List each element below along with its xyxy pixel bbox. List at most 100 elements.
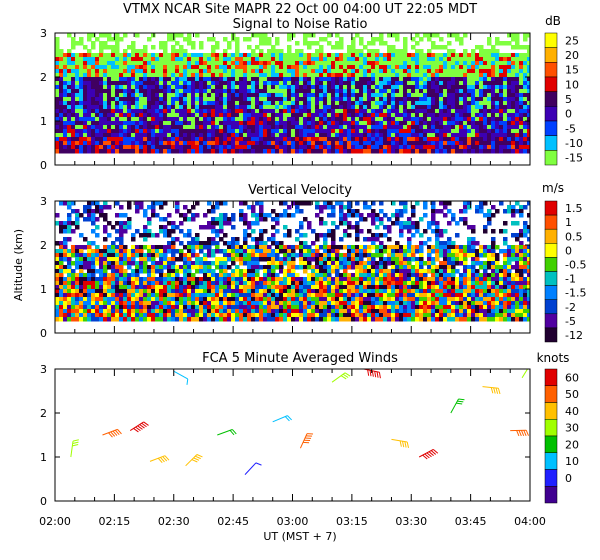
- heatmap-cell: [143, 297, 148, 302]
- heatmap-cell: [87, 285, 92, 290]
- heatmap-cell: [327, 305, 332, 310]
- heatmap-cell: [107, 137, 112, 142]
- heatmap-cell: [307, 113, 312, 118]
- heatmap-cell: [167, 293, 172, 298]
- heatmap-cell: [159, 97, 164, 102]
- heatmap-cell: [131, 277, 136, 282]
- heatmap-cell: [519, 137, 524, 142]
- heatmap-cell: [211, 77, 216, 82]
- heatmap-cell: [111, 53, 116, 58]
- heatmap-cell: [151, 65, 156, 70]
- heatmap-cell: [111, 289, 116, 294]
- heatmap-cell: [315, 145, 320, 150]
- heatmap-cell: [423, 69, 428, 74]
- heatmap-cell: [79, 277, 84, 282]
- heatmap-cell: [443, 121, 448, 126]
- heatmap-cell: [155, 293, 160, 298]
- heatmap-cell: [207, 289, 212, 294]
- heatmap-cell: [299, 129, 304, 134]
- heatmap-cell: [259, 265, 264, 270]
- heatmap-cell: [67, 133, 72, 138]
- heatmap-cell: [171, 221, 176, 226]
- heatmap-cell: [379, 141, 384, 146]
- heatmap-cell: [275, 109, 280, 114]
- heatmap-cell: [227, 293, 232, 298]
- heatmap-cell: [327, 253, 332, 258]
- heatmap-cell: [159, 225, 164, 230]
- heatmap-cell: [499, 121, 504, 126]
- heatmap-cell: [427, 129, 432, 134]
- heatmap-cell: [511, 61, 516, 66]
- heatmap-cell: [167, 65, 172, 70]
- heatmap-cell: [495, 49, 500, 54]
- heatmap-cell: [179, 265, 184, 270]
- heatmap-cell: [247, 89, 252, 94]
- heatmap-cell: [503, 69, 508, 74]
- heatmap-cell: [159, 305, 164, 310]
- heatmap-cell: [279, 317, 284, 322]
- heatmap-cell: [211, 121, 216, 126]
- heatmap-cell: [111, 65, 116, 70]
- heatmap-cell: [95, 105, 100, 110]
- heatmap-cell: [443, 93, 448, 98]
- heatmap-cell: [275, 213, 280, 218]
- heatmap-cell: [471, 145, 476, 150]
- heatmap-cell: [79, 253, 84, 258]
- heatmap-cell: [483, 89, 488, 94]
- heatmap-cell: [491, 113, 496, 118]
- heatmap-cell: [223, 297, 228, 302]
- heatmap-cell: [179, 289, 184, 294]
- heatmap-cell: [327, 89, 332, 94]
- heatmap-cell: [379, 73, 384, 78]
- heatmap-cell: [443, 53, 448, 58]
- heatmap-cell: [59, 261, 64, 266]
- heatmap-cell: [479, 117, 484, 122]
- heatmap-cell: [279, 49, 284, 54]
- heatmap-cell: [315, 53, 320, 58]
- heatmap-cell: [75, 137, 80, 142]
- heatmap-cell: [75, 57, 80, 62]
- heatmap-cell: [499, 41, 504, 46]
- heatmap-cell: [155, 213, 160, 218]
- heatmap-cell: [191, 281, 196, 286]
- heatmap-cell: [451, 89, 456, 94]
- heatmap-cell: [239, 93, 244, 98]
- heatmap-cell: [191, 145, 196, 150]
- heatmap-cell: [343, 113, 348, 118]
- heatmap-cell: [527, 125, 530, 130]
- heatmap-cell: [295, 77, 300, 82]
- heatmap-cell: [75, 277, 80, 282]
- heatmap-cell: [323, 141, 328, 146]
- heatmap-cell: [67, 85, 72, 90]
- heatmap-cell: [323, 305, 328, 310]
- heatmap-cell: [95, 117, 100, 122]
- heatmap-cell: [287, 233, 292, 238]
- heatmap-cell: [355, 85, 360, 90]
- heatmap-cell: [407, 133, 412, 138]
- heatmap-cell: [111, 261, 116, 266]
- heatmap-cell: [215, 277, 220, 282]
- heatmap-cell: [499, 125, 504, 130]
- heatmap-cell: [519, 61, 524, 66]
- heatmap-cell: [87, 149, 92, 154]
- heatmap-cell: [491, 69, 496, 74]
- heatmap-cell: [399, 145, 404, 150]
- heatmap-cell: [391, 77, 396, 82]
- heatmap-cell: [379, 105, 384, 110]
- heatmap-cell: [271, 313, 276, 318]
- heatmap-cell: [55, 81, 60, 86]
- heatmap-cell: [295, 301, 300, 306]
- heatmap-cell: [239, 317, 244, 322]
- heatmap-cell: [83, 61, 88, 66]
- heatmap-cell: [475, 101, 480, 106]
- heatmap-cell: [235, 309, 240, 314]
- heatmap-cell: [139, 305, 144, 310]
- heatmap-cell: [151, 101, 156, 106]
- heatmap-cell: [203, 137, 208, 142]
- heatmap-cell: [91, 45, 96, 50]
- heatmap-cell: [363, 93, 368, 98]
- heatmap-cell: [199, 305, 204, 310]
- heatmap-cell: [483, 129, 488, 134]
- heatmap-cell: [295, 109, 300, 114]
- heatmap-cell: [183, 145, 188, 150]
